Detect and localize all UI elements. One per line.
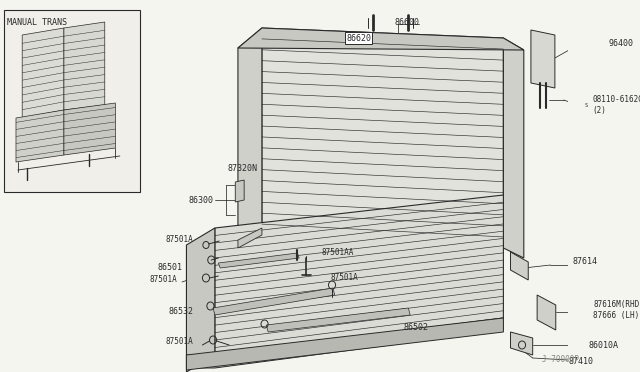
Text: 86502: 86502: [404, 324, 429, 333]
Polygon shape: [215, 195, 504, 355]
Text: J 70000P: J 70000P: [541, 356, 579, 365]
Text: 86620: 86620: [346, 33, 371, 42]
Text: MANUAL TRANS: MANUAL TRANS: [7, 18, 67, 27]
Polygon shape: [238, 28, 524, 50]
Text: 87614: 87614: [573, 257, 598, 266]
Text: 86600: 86600: [394, 17, 419, 26]
Text: 87501A: 87501A: [150, 276, 177, 285]
Text: 96400: 96400: [608, 38, 633, 48]
Text: S: S: [584, 103, 588, 108]
Polygon shape: [511, 252, 528, 280]
Text: 87410: 87410: [568, 357, 593, 366]
Polygon shape: [186, 318, 504, 368]
Text: 87320N: 87320N: [227, 164, 257, 173]
Polygon shape: [213, 288, 335, 315]
Text: 08110-6162G
(2): 08110-6162G (2): [592, 95, 640, 115]
Text: 86532: 86532: [168, 308, 193, 317]
Polygon shape: [238, 28, 262, 258]
Polygon shape: [266, 308, 410, 332]
Text: 86300: 86300: [188, 196, 213, 205]
Polygon shape: [511, 332, 532, 355]
Text: 87501A: 87501A: [330, 273, 358, 282]
Bar: [4, 10, 140, 192]
Polygon shape: [531, 30, 555, 88]
Polygon shape: [262, 28, 504, 248]
Text: 87501AA: 87501AA: [321, 247, 354, 257]
Polygon shape: [186, 228, 215, 372]
Polygon shape: [238, 228, 262, 248]
Text: 87616M(RHD
87666 (LH): 87616M(RHD 87666 (LH): [593, 300, 639, 320]
Polygon shape: [16, 110, 64, 162]
Text: 86010A: 86010A: [589, 340, 619, 350]
Text: 86501: 86501: [157, 263, 182, 273]
Polygon shape: [236, 180, 244, 202]
Polygon shape: [64, 103, 115, 155]
Polygon shape: [537, 295, 556, 330]
Polygon shape: [64, 22, 105, 110]
Text: 87501A: 87501A: [166, 234, 193, 244]
Polygon shape: [218, 253, 299, 268]
Text: 87501A: 87501A: [166, 337, 193, 346]
Polygon shape: [504, 38, 524, 258]
Polygon shape: [22, 28, 64, 118]
Polygon shape: [186, 318, 504, 370]
